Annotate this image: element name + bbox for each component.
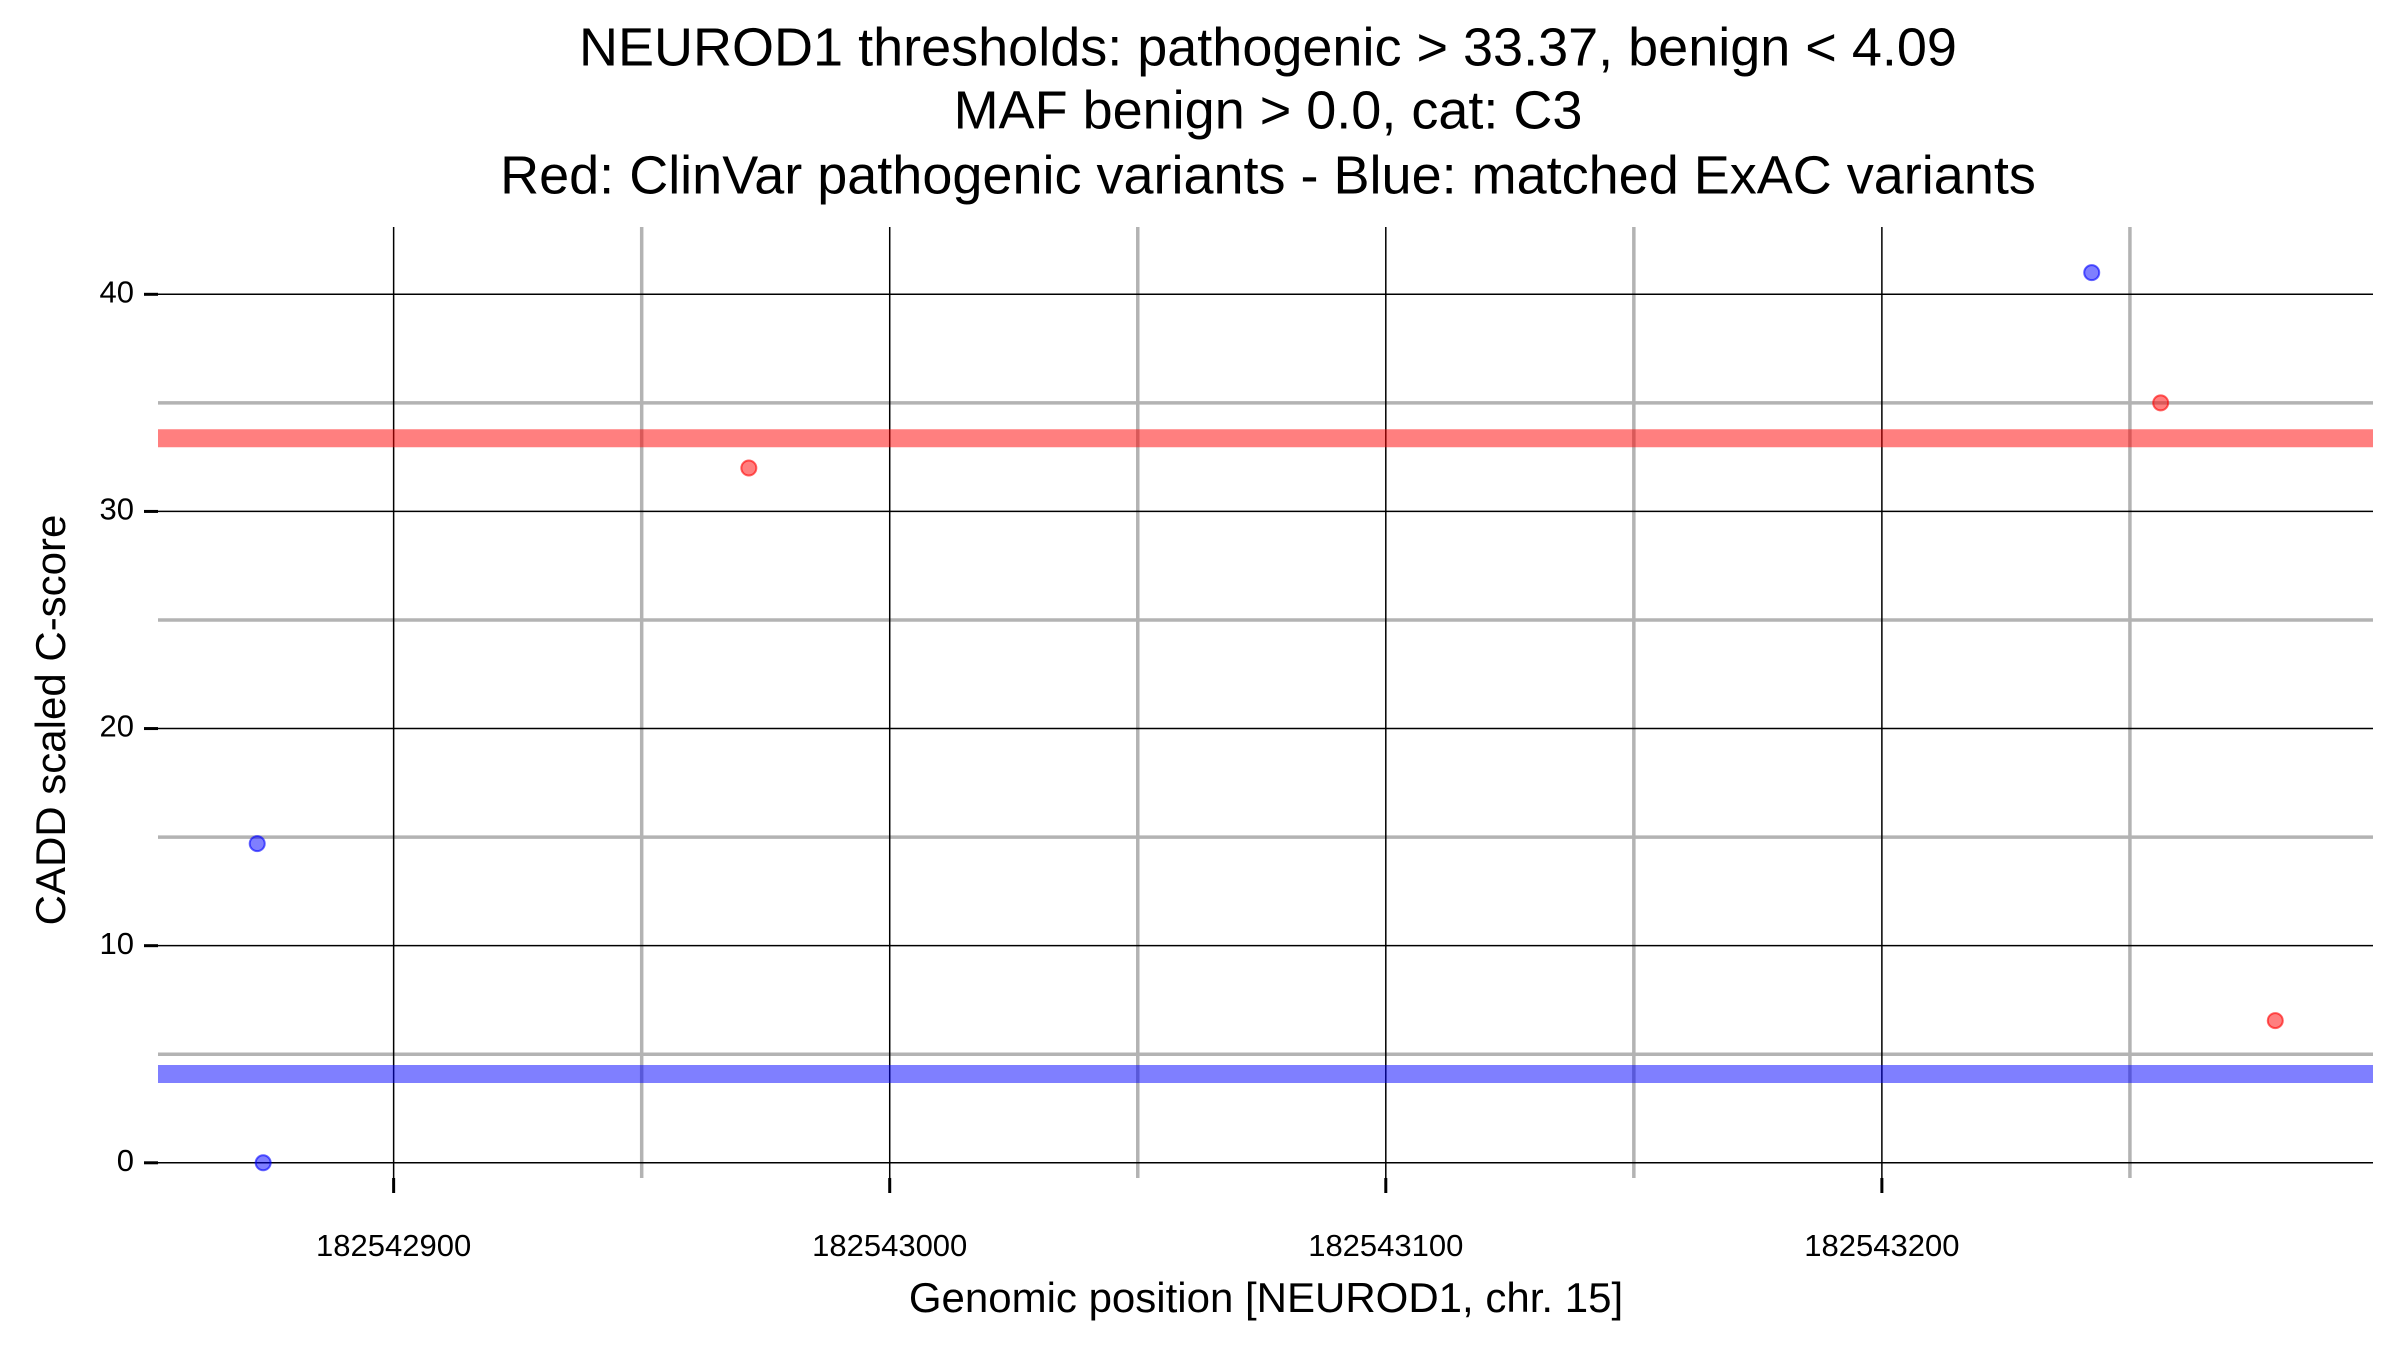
x-tick-label: 182542900 — [316, 1228, 471, 1263]
x-tick-label: 182543200 — [1804, 1228, 1959, 1263]
point — [248, 835, 266, 853]
x-tick-label: 182543100 — [1308, 1228, 1463, 1263]
chart-title: Red: ClinVar pathogenic variants - Blue:… — [500, 145, 2036, 205]
point — [2266, 1012, 2284, 1030]
x-axis-title: Genomic position [NEUROD1, chr. 15] — [909, 1274, 1623, 1321]
chart-title: MAF benign > 0.0, cat: C3 — [954, 80, 1583, 140]
y-axis-title: CADD scaled C-score — [27, 515, 74, 926]
y-tick-label: 20 — [100, 709, 134, 744]
y-tick-label: 30 — [100, 492, 134, 527]
point — [254, 1154, 272, 1172]
point — [2083, 264, 2101, 282]
y-tick-label: 40 — [100, 274, 134, 309]
y-tick-label: 0 — [117, 1143, 134, 1178]
point — [740, 459, 758, 477]
point — [2152, 394, 2170, 412]
chart-title: NEUROD1 thresholds: pathogenic > 33.37, … — [579, 17, 1957, 77]
y-tick-label: 10 — [100, 926, 134, 961]
x-tick-label: 182543000 — [812, 1228, 967, 1263]
